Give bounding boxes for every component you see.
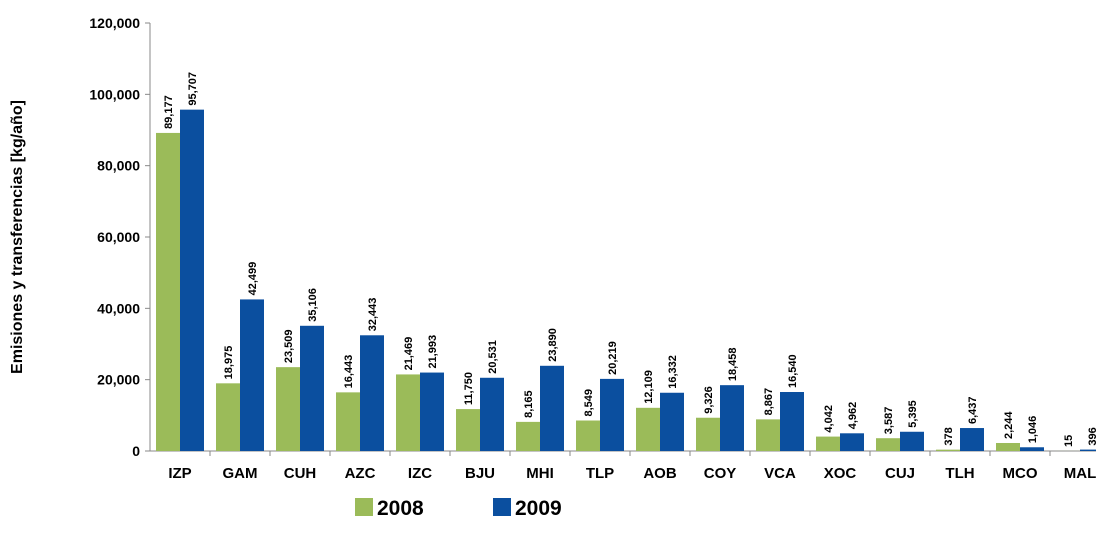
value-label: 9,326 xyxy=(703,386,715,414)
x-tick-label: COY xyxy=(704,465,737,482)
x-tick-label: TLP xyxy=(586,465,614,482)
x-tick-label: MAL xyxy=(1064,465,1096,482)
value-label: 12,109 xyxy=(643,370,655,404)
legend-swatch xyxy=(355,498,373,516)
bar xyxy=(780,392,804,451)
bar xyxy=(1020,447,1044,451)
bar xyxy=(816,436,840,451)
x-tick-label: MCO xyxy=(1003,465,1038,482)
x-tick-label: CUH xyxy=(284,465,317,482)
bar xyxy=(876,438,900,451)
x-tick-label: MHI xyxy=(526,465,554,482)
x-tick-label: XOC xyxy=(824,465,857,482)
bar xyxy=(480,377,504,451)
value-label: 23,509 xyxy=(283,329,295,363)
value-label: 18,458 xyxy=(727,348,739,382)
x-tick-label: TLH xyxy=(945,465,974,482)
value-label: 8,549 xyxy=(583,389,595,417)
y-tick-label: 60,000 xyxy=(97,229,140,245)
value-label: 16,443 xyxy=(343,355,355,389)
bar xyxy=(156,132,180,451)
value-label: 89,177 xyxy=(163,95,175,129)
y-tick-label: 100,000 xyxy=(89,86,140,102)
bar xyxy=(1080,449,1096,451)
x-tick-label: AOB xyxy=(643,465,677,482)
value-label: 4,042 xyxy=(823,405,835,433)
bar xyxy=(636,407,660,451)
value-label: 16,332 xyxy=(667,355,679,389)
y-axis-label: Emisiones y transferencias [kg/año] xyxy=(9,100,26,374)
value-label: 21,993 xyxy=(427,335,439,369)
bar xyxy=(420,372,444,451)
bar xyxy=(576,420,600,451)
bar xyxy=(900,431,924,451)
x-tick-label: BJU xyxy=(465,465,495,482)
bar xyxy=(240,299,264,451)
bar xyxy=(996,442,1020,451)
y-tick-label: 40,000 xyxy=(97,300,140,316)
value-label: 11,750 xyxy=(463,372,475,405)
bar xyxy=(360,335,384,451)
value-label: 16,540 xyxy=(787,354,799,388)
bar xyxy=(756,419,780,451)
value-label: 4,962 xyxy=(847,402,859,430)
bar xyxy=(540,365,564,451)
y-tick-label: 20,000 xyxy=(97,372,140,388)
bar xyxy=(960,428,984,451)
bar xyxy=(720,385,744,451)
value-label: 42,499 xyxy=(247,262,259,296)
bar xyxy=(276,367,300,451)
value-label: 95,707 xyxy=(187,72,199,106)
value-label: 378 xyxy=(943,427,955,445)
x-tick-label: IZC xyxy=(408,465,432,482)
value-label: 8,867 xyxy=(763,388,775,416)
legend-label: 2008 xyxy=(377,497,424,520)
bar xyxy=(216,383,240,451)
y-tick-label: 0 xyxy=(132,443,140,459)
value-label: 2,244 xyxy=(1003,411,1015,439)
value-label: 5,395 xyxy=(907,400,919,428)
value-label: 396 xyxy=(1087,427,1096,445)
x-tick-label: AZC xyxy=(345,465,376,482)
legend-label: 2009 xyxy=(515,497,562,520)
bar xyxy=(600,378,624,451)
bar xyxy=(696,417,720,451)
value-label: 8,165 xyxy=(523,390,535,418)
bar xyxy=(660,392,684,451)
bar xyxy=(936,449,960,451)
y-tick-label: 120,000 xyxy=(89,15,140,31)
value-label: 15 xyxy=(1063,435,1075,447)
x-tick-label: IZP xyxy=(168,465,191,482)
value-label: 20,531 xyxy=(487,340,499,374)
value-label: 1,046 xyxy=(1027,416,1039,444)
bar xyxy=(516,421,540,451)
value-label: 18,975 xyxy=(223,346,235,380)
value-label: 20,219 xyxy=(607,341,619,375)
bar xyxy=(396,374,420,451)
value-label: 35,106 xyxy=(307,288,319,322)
y-tick-label: 80,000 xyxy=(97,158,140,174)
value-label: 6,437 xyxy=(967,397,979,425)
bar xyxy=(336,392,360,451)
legend-swatch xyxy=(493,498,511,516)
x-tick-label: VCA xyxy=(764,465,796,482)
bar xyxy=(840,433,864,451)
bar xyxy=(180,109,204,452)
value-label: 3,587 xyxy=(883,407,895,435)
bar xyxy=(300,325,324,451)
x-tick-label: CUJ xyxy=(885,465,915,482)
value-label: 32,443 xyxy=(367,298,379,332)
x-tick-label: GAM xyxy=(223,465,258,482)
bar xyxy=(456,409,480,451)
value-label: 23,890 xyxy=(547,328,559,362)
value-label: 21,469 xyxy=(403,337,415,371)
